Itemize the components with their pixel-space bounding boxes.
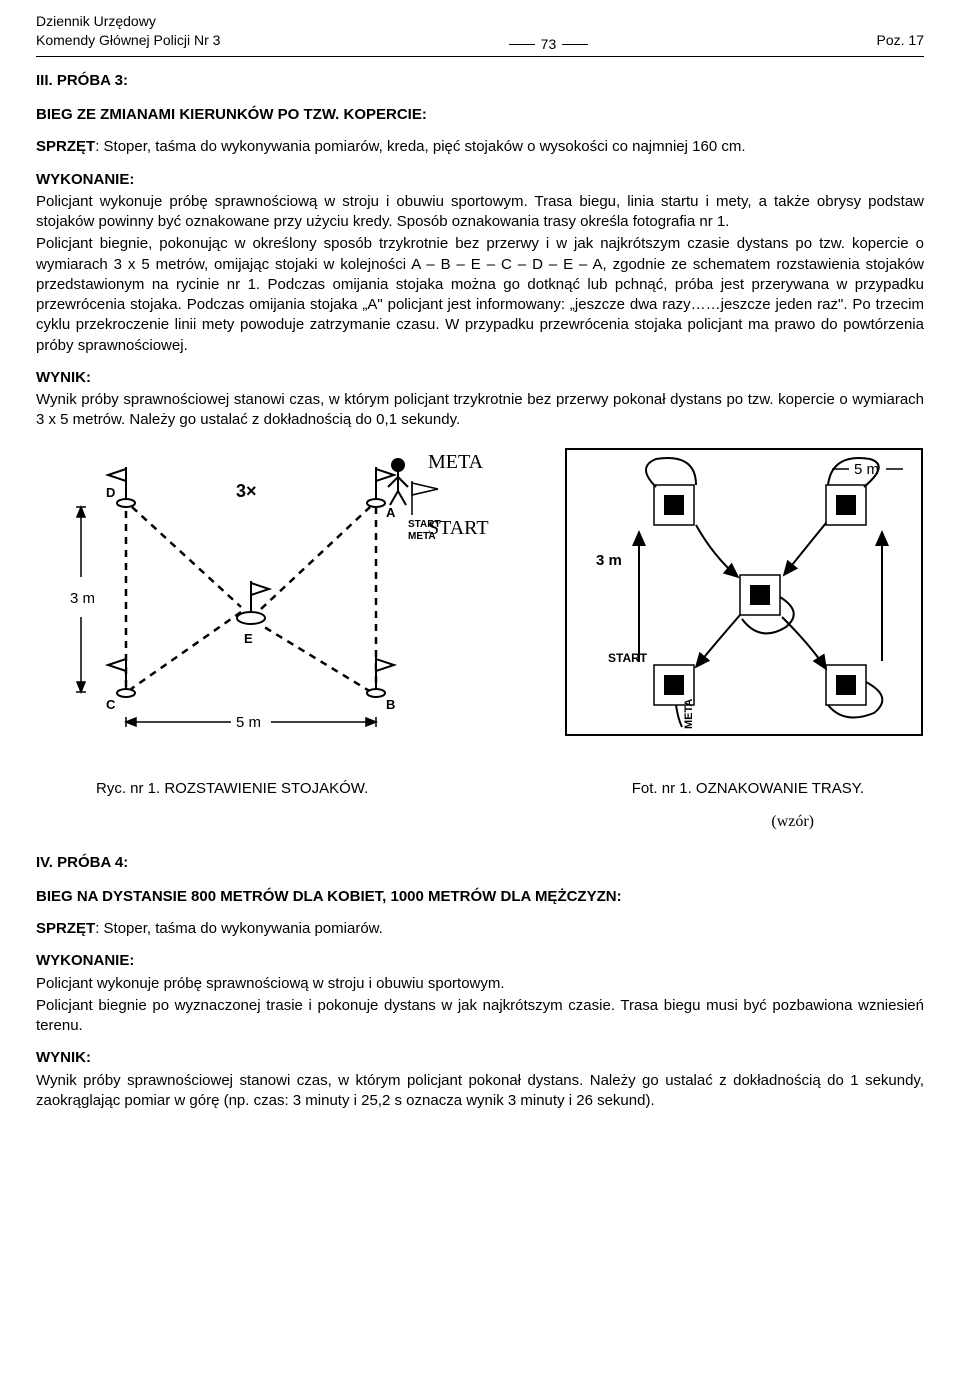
header-page: 73 (509, 35, 589, 54)
r-start: START (608, 651, 648, 665)
rule-left (509, 44, 535, 45)
captions-row: Ryc. nr 1. ROZSTAWIENIE STOJAKÓW. Fot. n… (36, 779, 924, 799)
proba3-wykonanie-label: WYKONANIE: (36, 170, 924, 190)
proba3-title: BIEG ZE ZMIANAMI KIERUNKÓW PO TZW. KOPER… (36, 105, 924, 125)
r-label-3m: 3 m (596, 552, 622, 569)
sprzet-text: : Stoper, taśma do wykonywania pomiarów,… (95, 138, 745, 155)
caption-right-sub: (wzór) (36, 811, 924, 833)
caption-right: Fot. nr 1. OZNAKOWANIE TRASY. (632, 779, 924, 799)
p4-wynik-label: WYNIK: (36, 1048, 924, 1068)
p4-wyk-p2: Policjant biegnie po wyznaczonej trasie … (36, 996, 924, 1037)
p4-wynik-text: Wynik próby sprawnościowej stanowi czas,… (36, 1071, 924, 1112)
proba3-sprzet: SPRZĘT: Stoper, taśma do wykonywania pom… (36, 137, 924, 157)
header-line2: Komendy Głównej Policji Nr 3 73 Poz. 17 (36, 31, 924, 54)
header-line1: Dziennik Urzędowy (36, 12, 924, 31)
figure-right: 5 m 3 m (564, 447, 924, 743)
p4-wyk-p1: Policjant wykonuje próbę sprawnościową w… (36, 974, 924, 994)
label-E: E (244, 631, 253, 646)
proba4-heading: IV. PRÓBA 4: (36, 853, 924, 873)
figure-left-overlay: META START (428, 443, 489, 547)
page-number: 73 (541, 35, 557, 54)
overlay-meta: META (428, 443, 489, 481)
proba4-sprzet: SPRZĘT: Stoper, taśma do wykonywania pom… (36, 919, 924, 939)
label-5m: 5 m (236, 714, 261, 731)
proba3-wynik-text: Wynik próby sprawnościowej stanowi czas,… (36, 390, 924, 431)
proba3-wynik-label: WYNIK: (36, 368, 924, 388)
page-header: Dziennik Urzędowy Komendy Głównej Policj… (36, 12, 924, 57)
proba4-title: BIEG NA DYSTANSIE 800 METRÓW DLA KOBIET,… (36, 887, 924, 907)
proba3-wyk-p1: Policjant wykonuje próbę sprawnościową w… (36, 192, 924, 233)
label-B: B (386, 697, 395, 712)
p4-sprzet-label: SPRZĘT (36, 920, 95, 937)
proba3-heading: III. PRÓBA 3: (36, 71, 924, 91)
proba3-wyk-p2: Policjant biegnie, pokonując w określony… (36, 234, 924, 356)
figure-left: META START (36, 447, 516, 743)
rule-right (562, 44, 588, 45)
fot1-svg: 5 m 3 m (564, 447, 924, 737)
header-right: Poz. 17 (877, 31, 924, 50)
caption-left: Ryc. nr 1. ROZSTAWIENIE STOJAKÓW. (36, 779, 368, 799)
p4-wyk-label: WYKONANIE: (36, 951, 924, 971)
r-meta: META (683, 698, 695, 728)
overlay-start: START (428, 509, 489, 547)
label-3x: 3× (236, 481, 257, 501)
label-3m: 3 m (70, 590, 95, 607)
p4-sprzet-text: : Stoper, taśma do wykonywania pomiarów. (95, 920, 383, 937)
figures-row: META START (36, 447, 924, 743)
label-D: D (106, 485, 115, 500)
label-C: C (106, 697, 116, 712)
label-A: A (386, 505, 396, 520)
header-left: Komendy Głównej Policji Nr 3 (36, 31, 220, 50)
sprzet-label: SPRZĘT (36, 138, 95, 155)
